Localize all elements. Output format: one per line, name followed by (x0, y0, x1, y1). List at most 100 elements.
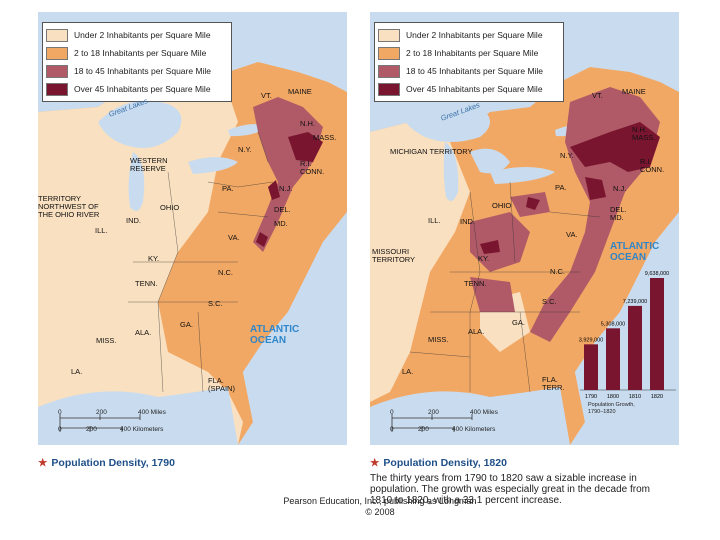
chart-title: Population Growth, 1790–1820 (588, 402, 635, 415)
label-ky: KY. (478, 254, 490, 263)
label-va: VA. (228, 233, 240, 242)
legend-item: 18 to 45 Inhabitants per Square Mile (46, 62, 228, 80)
scale-miles-400: 400 Miles (138, 409, 166, 416)
population-bar-chart: 3,929,000 1790 5,308,000 1800 7,239,000 1810 9… (579, 271, 676, 400)
label-fla: FLA. (SPAIN) (208, 376, 235, 393)
label-ri-conn: R.I. CONN. (300, 159, 325, 176)
label-ri-conn: R.I. CONN. (640, 157, 665, 174)
legend-label: 18 to 45 Inhabitants per Square Mile (74, 66, 212, 76)
legend-swatch (46, 46, 68, 60)
map-1790: Under 2 Inhabitants per Square Mile 2 to … (38, 12, 347, 445)
label-nj: N.J. (613, 184, 627, 193)
chart-category-label: 1800 (607, 394, 619, 400)
label-vt: VT. (592, 91, 603, 100)
label-maine: MAINE (622, 87, 646, 96)
scale-km-0: 0 (58, 426, 62, 433)
chart-category-label: 1790 (585, 394, 597, 400)
label-atlantic-ocean: ATLANTIC OCEAN (250, 324, 300, 346)
label-ala: ALA. (468, 327, 485, 336)
legend-label: 2 to 18 Inhabitants per Square Mile (74, 48, 207, 58)
legend-item: Over 45 Inhabitants per Square Mile (46, 80, 228, 98)
legend-label: Over 45 Inhabitants per Square Mile (406, 84, 543, 94)
label-atlantic-ocean: ATLANTIC OCEAN (610, 241, 660, 263)
label-sc: S.C. (542, 297, 557, 306)
publisher-credit: Pearson Education, Inc., publishing as L… (283, 496, 477, 517)
legend-swatch (378, 46, 400, 60)
scale-km-200: 200 (86, 426, 97, 433)
label-nh: N.H. (300, 119, 315, 128)
map-1820-land (370, 67, 679, 445)
caption-title-1820-text: Population Density, 1820 (383, 457, 507, 469)
label-la: LA. (71, 367, 83, 376)
label-ind: IND. (460, 217, 475, 226)
label-del-md: DEL. MD. (610, 205, 627, 222)
scale-miles-0: 0 (58, 409, 62, 416)
legend-swatch (378, 28, 400, 42)
scale-miles-0: 0 (390, 409, 394, 416)
label-va: VA. (566, 230, 578, 239)
scale-miles-400: 400 Miles (470, 409, 498, 416)
scale-miles-200: 200 (428, 409, 439, 416)
chart-category-label: 1820 (651, 394, 663, 400)
legend-1820: Under 2 Inhabitants per Square Mile 2 to … (374, 22, 564, 102)
legend-swatch (378, 82, 400, 96)
chart-bar-1820 (650, 278, 664, 390)
label-ga: GA. (180, 320, 193, 329)
scale-km-400: 400 Kilometers (120, 426, 164, 433)
label-nj: N.J. (279, 184, 293, 193)
chart-value-label: 9,638,000 (645, 271, 669, 277)
label-missouri: MISSOURI TERRITORY (372, 247, 416, 264)
label-ky: KY. (148, 254, 160, 263)
scale-km-200: 200 (418, 426, 429, 433)
legend-swatch (46, 82, 68, 96)
legend-label: Under 2 Inhabitants per Square Mile (74, 30, 211, 40)
legend-label: 18 to 45 Inhabitants per Square Mile (406, 66, 544, 76)
legend-label: Under 2 Inhabitants per Square Mile (406, 30, 543, 40)
label-western-reserve: WESTERN RESERVE (130, 156, 168, 173)
label-del: DEL. (274, 205, 291, 214)
legend-label: 2 to 18 Inhabitants per Square Mile (406, 48, 539, 58)
legend-swatch (46, 64, 68, 78)
scale-km-400: 400 Kilometers (452, 426, 496, 433)
great-lakes (98, 100, 182, 148)
caption-title-1820: ★ Population Density, 1820 (370, 457, 507, 469)
label-ny: N.Y. (560, 151, 574, 160)
label-nc: N.C. (218, 268, 233, 277)
scale-km-0: 0 (390, 426, 394, 433)
label-territory: TERRITORY NORTHWEST OF THE OHIO RIVER (38, 194, 100, 219)
legend-label: Over 45 Inhabitants per Square Mile (74, 84, 211, 94)
label-pa: PA. (555, 183, 567, 192)
legend-item: Over 45 Inhabitants per Square Mile (378, 80, 560, 98)
label-ohio: OHIO (492, 201, 512, 210)
legend-item: 18 to 45 Inhabitants per Square Mile (378, 62, 560, 80)
legend-item: 2 to 18 Inhabitants per Square Mile (46, 44, 228, 62)
chart-category-label: 1810 (629, 394, 641, 400)
caption-text: The thirty years from 1790 to 1820 saw a… (370, 473, 650, 506)
chart-bar-1790 (584, 344, 598, 390)
caption-title-1790-text: Population Density, 1790 (51, 457, 175, 469)
label-miss: MISS. (428, 335, 449, 344)
star-icon: ★ (38, 457, 48, 469)
label-ind: IND. (126, 216, 141, 225)
label-maine: MAINE (288, 87, 312, 96)
legend-swatch (378, 64, 400, 78)
chart-value-label: 7,239,000 (623, 299, 647, 305)
chart-bar-1800 (606, 328, 620, 390)
chart-value-label: 5,308,000 (601, 321, 625, 327)
label-michigan: MICHIGAN TERRITORY (390, 147, 473, 156)
label-la: LA. (402, 367, 414, 376)
frontier-region (370, 122, 470, 402)
chart-bar-1810 (628, 305, 642, 390)
label-nc: N.C. (550, 267, 565, 276)
density-over-45 (288, 132, 323, 162)
scale-miles-200: 200 (96, 409, 107, 416)
label-pa: PA. (222, 184, 234, 193)
label-ga: GA. (512, 318, 525, 327)
label-md: MD. (274, 219, 288, 228)
great-lakes (400, 98, 490, 142)
legend-1790: Under 2 Inhabitants per Square Mile 2 to … (42, 22, 232, 102)
scale-bar-1820 (391, 414, 473, 432)
label-mass: MASS. (313, 133, 337, 142)
map-1820: Under 2 Inhabitants per Square Mile 2 to … (370, 12, 679, 445)
label-ala: ALA. (135, 328, 152, 337)
